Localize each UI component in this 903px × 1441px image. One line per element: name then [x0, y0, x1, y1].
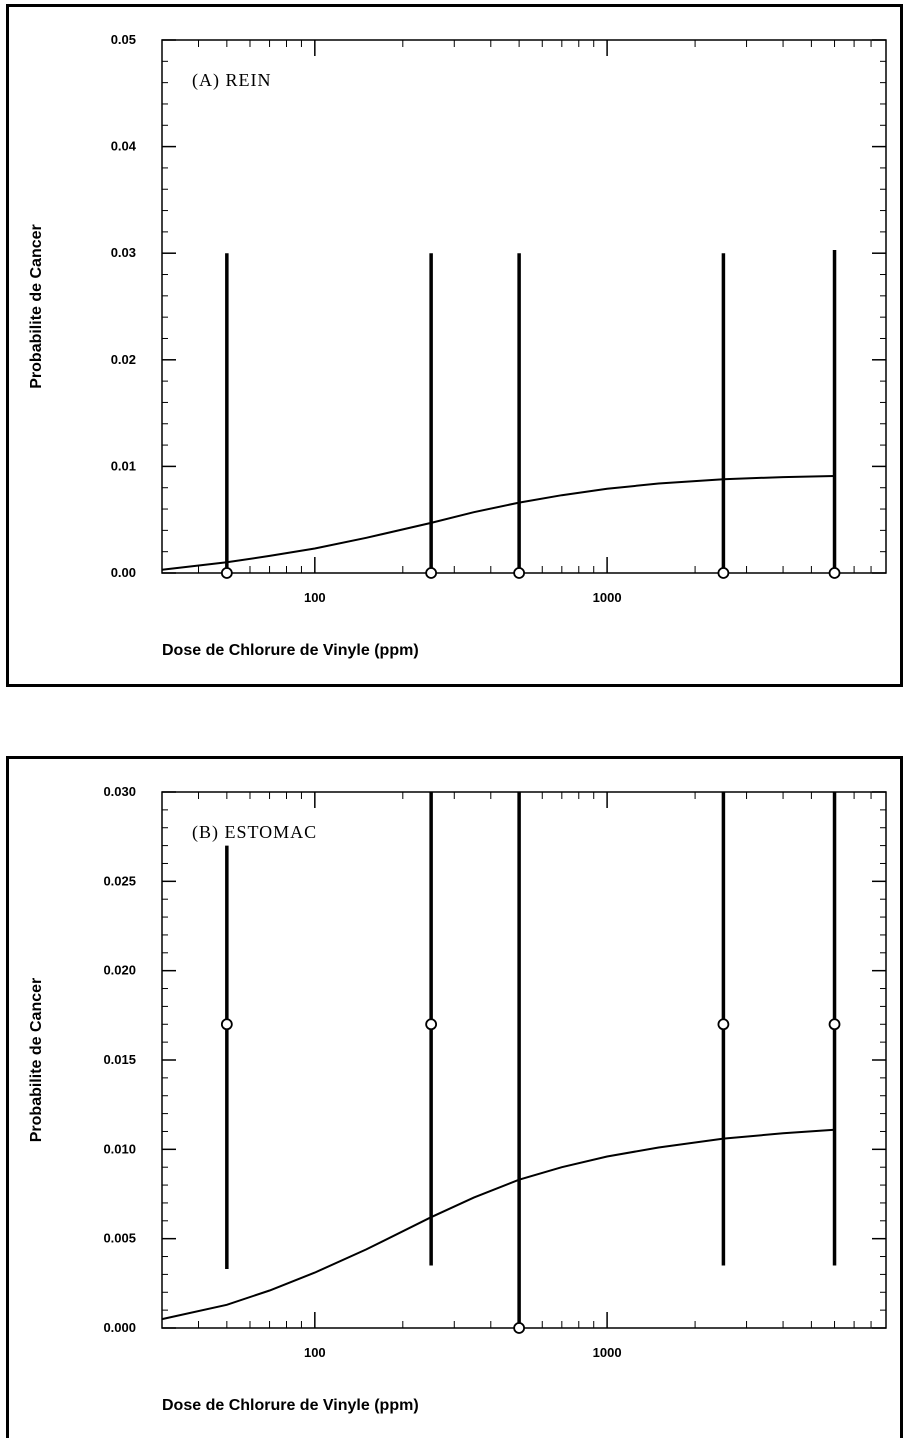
data-point: [220, 567, 233, 579]
data-point: [717, 1018, 730, 1031]
y-tick-label: 0.025: [103, 873, 136, 888]
data-point: [828, 1018, 841, 1031]
x-tick-label: 100: [304, 590, 326, 605]
plot-frame: [161, 39, 887, 574]
data-point: [513, 567, 526, 579]
data-point: [425, 567, 438, 579]
fitted-curve: [161, 475, 835, 571]
chart-rein: 0.00 0.01 0.02 0.03 0.04 0.05 100 1000 Dose de C…: [28, 32, 887, 659]
x-axis-title: Dose de Chlorure de Vinyle (ppm): [162, 642, 419, 659]
data-point: [220, 1018, 233, 1031]
y-tick-label: 0.030: [103, 784, 136, 799]
y-tick-label: 0.04: [111, 139, 137, 154]
chart-panel-rein: 0.00 0.01 0.02 0.03 0.04 0.05 100 1000 Dose de C…: [6, 4, 903, 687]
y-axis-title: Probabilite de Cancer: [28, 978, 45, 1143]
data-point: [828, 567, 841, 579]
plot-frame: [161, 791, 887, 1329]
y-tick-label: 0.00: [111, 565, 136, 580]
x-axis-title: Dose de Chlorure de Vinyle (ppm): [162, 1397, 419, 1414]
data-point: [425, 1018, 438, 1031]
panel-label: (B) ESTOMAC: [192, 822, 317, 843]
x-tick-label: 100: [304, 1345, 326, 1360]
fitted-curve: [161, 1128, 835, 1321]
x-tick-label: 1000: [593, 590, 622, 605]
chart-panel-estomac: 0.000 0.005 0.010 0.015 0.020 0.025 0.030 100 10…: [6, 756, 903, 1438]
chart-estomac: 0.000 0.005 0.010 0.015 0.020 0.025 0.030 100 10…: [28, 784, 887, 1414]
x-tick-label: 1000: [593, 1345, 622, 1360]
y-axis-title: Probabilite de Cancer: [28, 224, 45, 389]
y-tick-label: 0.010: [103, 1141, 136, 1156]
y-tick-label: 0.01: [111, 458, 136, 473]
y-tick-label: 0.03: [111, 245, 136, 260]
y-tick-label: 0.015: [103, 1052, 136, 1067]
data-point: [717, 567, 730, 579]
y-tick-label: 0.005: [103, 1231, 136, 1246]
y-tick-label: 0.000: [103, 1320, 136, 1335]
y-tick-label: 0.02: [111, 352, 136, 367]
panel-label: (A) REIN: [192, 70, 271, 91]
y-tick-label: 0.020: [103, 963, 136, 978]
data-point: [513, 1322, 526, 1334]
y-tick-label: 0.05: [111, 32, 136, 47]
